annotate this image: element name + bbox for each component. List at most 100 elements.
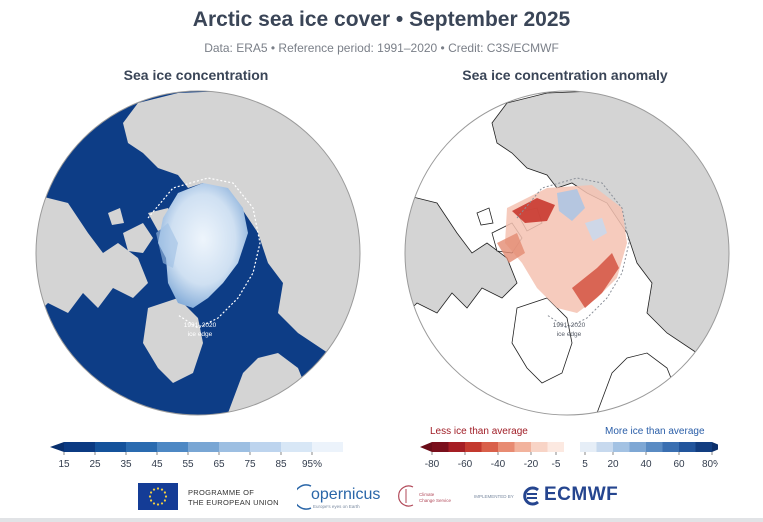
less-ice-label: Less ice than average — [430, 426, 528, 437]
colorbar-swatch — [547, 442, 564, 452]
colorbar-tick-label: -40 — [491, 459, 506, 470]
colorbar-swatch — [281, 442, 312, 452]
colorbar-swatch — [250, 442, 281, 452]
eu-line1: PROGRAMME OF — [188, 488, 255, 497]
colorbar-swatch — [613, 442, 630, 452]
colorbar-tick-label: 60 — [673, 459, 685, 470]
anomaly-moderate-negative — [497, 233, 525, 263]
more-ice-label: More ice than average — [605, 426, 705, 437]
sea-ice — [158, 183, 248, 308]
eu-star-icon — [156, 503, 160, 506]
edge-label-line1: 1991–2020 — [553, 322, 586, 329]
ice-edge-line — [147, 177, 261, 329]
panel-title-anomaly: Sea ice concentration anomaly — [462, 67, 668, 83]
anomaly-strong-negative — [512, 198, 555, 223]
land-eurasia — [123, 91, 360, 383]
land-greenland — [143, 298, 203, 383]
colorbar-tick-label: -20 — [524, 459, 539, 470]
eu-flag-icon — [138, 483, 178, 510]
eu-star-icon — [148, 495, 152, 498]
land-north-america — [36, 193, 148, 323]
ecmwf-wordmark: ECMWF — [544, 484, 619, 505]
colorbar-swatch — [481, 442, 498, 452]
eu-star-icon — [163, 499, 167, 502]
anomaly-colorbar: -80 -60 -40 -20 -5 5 20 40 60 80% — [420, 442, 718, 470]
eu-programme-text: PROGRAMME OF THE EUROPEAN UNION — [188, 488, 279, 508]
colorbar-swatch — [126, 442, 157, 452]
eu-star-icon — [152, 488, 156, 491]
colorbar-tick-label: 75 — [244, 459, 256, 470]
edge-label-line1: 1991–2020 — [184, 322, 217, 329]
c3s-line1: Climate — [419, 492, 435, 497]
land-archipelago — [108, 208, 173, 253]
colorbar-tick-label: 25 — [89, 459, 101, 470]
colorbar-swatch — [629, 442, 646, 452]
colorbar-swatch — [465, 442, 482, 452]
colorbar-swatch — [498, 442, 515, 452]
implemented-by-text: IMPLEMENTED BY — [474, 494, 514, 499]
anomaly-positive — [585, 218, 607, 241]
colorbar-swatch — [432, 442, 449, 452]
ice-edge-line — [516, 177, 630, 329]
eu-star-icon — [164, 495, 168, 498]
ecmwf-logo-icon — [523, 486, 539, 506]
page-subtitle: Data: ERA5 • Reference period: 1991–2020… — [204, 41, 559, 55]
colorbar-tick-label: 95% — [302, 459, 322, 470]
copernicus-wordmark: opernicus — [311, 486, 381, 503]
land-north-america — [405, 192, 518, 324]
eu-line2: THE EUROPEAN UNION — [188, 498, 279, 507]
colorbar-tick-label: -60 — [458, 459, 473, 470]
colorbar-swatch — [596, 442, 613, 452]
eu-star-icon — [152, 502, 156, 505]
colorbar-swatch — [514, 442, 531, 452]
colorbar-swatch — [531, 442, 548, 452]
copernicus-logo-icon — [297, 484, 312, 510]
colorbar-arrow-right — [712, 442, 718, 452]
colorbar-swatch — [580, 442, 597, 452]
colorbar-arrow-left — [50, 442, 64, 452]
eu-star-icon — [163, 491, 167, 494]
colorbar-tick-label: -80 — [425, 459, 440, 470]
eu-star-icon — [156, 487, 160, 490]
c3s-text: Climate Change Service — [419, 492, 451, 504]
page-title: Arctic sea ice cover • September 2025 — [192, 8, 571, 31]
eu-star-icon — [149, 491, 153, 494]
eu-star-icon — [160, 502, 164, 505]
anomaly-positive — [557, 189, 585, 221]
colorbar-swatch — [448, 442, 465, 452]
copernicus-tagline: Europe's eyes on Earth — [313, 504, 360, 509]
colorbar-tick-label: 85 — [275, 459, 287, 470]
colorbar-tick-label: 80% — [702, 459, 718, 470]
colorbar-swatch — [646, 442, 663, 452]
colorbar-tick-label: 15 — [58, 459, 70, 470]
eu-star-icon — [149, 499, 153, 502]
colorbar-tick-label: 20 — [607, 459, 619, 470]
colorbar-swatch — [188, 442, 219, 452]
colorbar-swatch — [312, 442, 343, 452]
edge-label-line2: ice edge — [188, 331, 213, 338]
eu-star-icon — [160, 488, 164, 491]
c3s-logo-icon — [398, 485, 414, 507]
colorbar-swatch — [64, 442, 95, 452]
concentration-colorbar: 15 25 35 45 55 65 75 85 95% — [50, 442, 343, 470]
anomaly-map: 1991–2020 ice edge — [404, 90, 730, 416]
bottom-divider — [0, 518, 763, 522]
panel-title-concentration: Sea ice concentration — [123, 67, 269, 83]
colorbar-tick-label: -5 — [552, 459, 561, 470]
colorbar-swatch — [157, 442, 188, 452]
colorbar-swatch — [679, 442, 696, 452]
colorbar-tick-label: 55 — [182, 459, 194, 470]
colorbar-swatch — [95, 442, 126, 452]
colorbar-tick-label: 5 — [582, 459, 588, 470]
colorbar-swatch — [662, 442, 679, 452]
colorbar-arrow-left — [420, 442, 432, 452]
colorbar-tick-label: 40 — [640, 459, 652, 470]
colorbar-swatch — [695, 442, 712, 452]
concentration-map: 1991–2020 ice edge — [35, 90, 361, 416]
c3s-line2: Change Service — [419, 498, 452, 503]
colorbar-tick-label: 35 — [120, 459, 132, 470]
colorbar-swatch — [219, 442, 250, 452]
colorbar-tick-label: 45 — [151, 459, 163, 470]
colorbar-tick-label: 65 — [213, 459, 225, 470]
sea-ice-fringe — [156, 223, 178, 268]
